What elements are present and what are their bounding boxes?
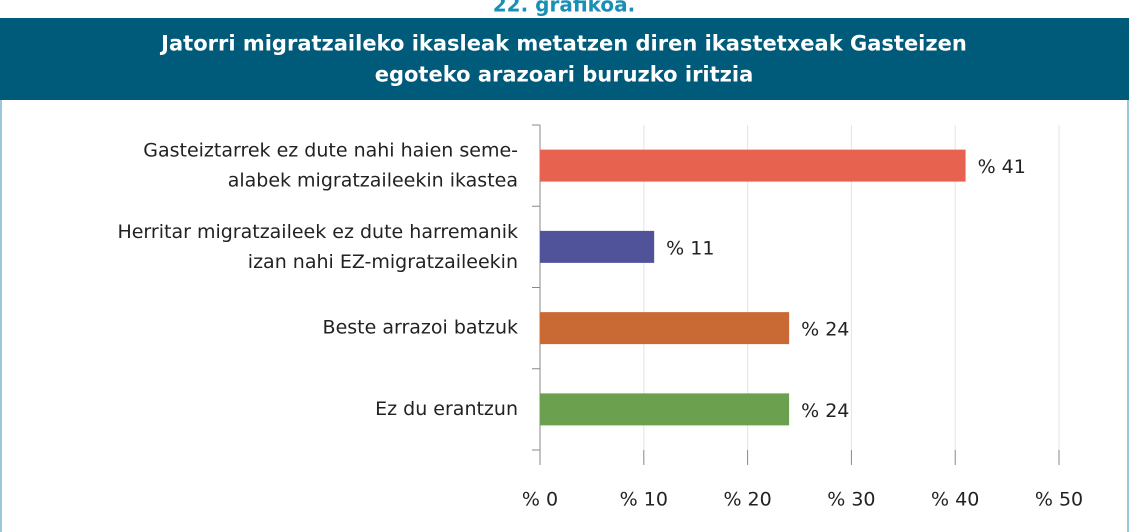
y-tick-label: Beste arrazoi batzuk	[323, 317, 518, 339]
y-tick-label: Ez du erantzun	[375, 398, 518, 420]
y-tick-label: Herritar migratzaileek ez dute harremani…	[117, 220, 518, 272]
x-tick-label: % 20	[723, 489, 771, 511]
y-tick-label: Gasteiztarrek ez dute nahi haien seme-al…	[143, 139, 518, 191]
bar	[540, 230, 655, 263]
x-tick-label: % 10	[620, 489, 668, 511]
x-tick-label: % 40	[931, 489, 979, 511]
title-banner	[0, 18, 1129, 100]
x-tick-label: % 50	[1035, 489, 1083, 511]
x-tick-label: % 0	[522, 489, 558, 511]
value-label: % 24	[801, 319, 849, 341]
value-label: % 41	[978, 156, 1026, 178]
bar	[540, 393, 790, 426]
value-label: % 11	[666, 237, 714, 259]
bar	[540, 149, 966, 182]
x-tick-label: % 30	[827, 489, 875, 511]
bar	[540, 312, 790, 345]
chart-title: Jatorri migratzaileko ikasleak metatzen …	[159, 32, 967, 87]
value-label: % 24	[801, 400, 849, 422]
chart-caption: 22. grafikoa.	[493, 0, 636, 17]
